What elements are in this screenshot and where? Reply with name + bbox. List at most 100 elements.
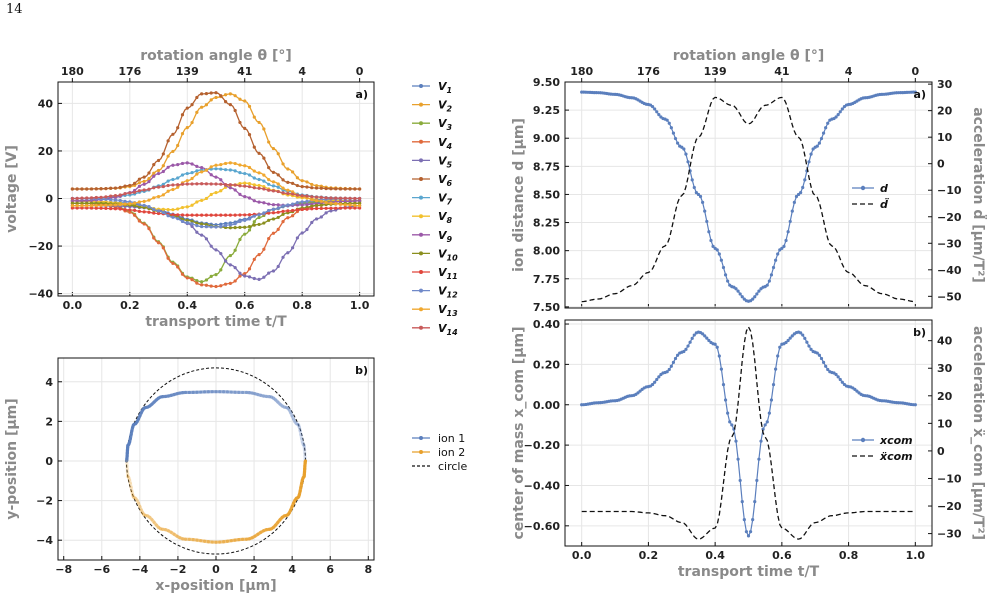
point-V6 [334, 187, 338, 191]
point-V14 [324, 196, 328, 200]
point-V6 [252, 145, 256, 149]
segment-ion-1 [297, 423, 301, 429]
point-V5 [262, 275, 266, 279]
point-x_com [803, 336, 807, 340]
point-V10 [252, 223, 256, 227]
segment-ion-1 [250, 391, 257, 396]
top-tick-label: 139 [176, 65, 199, 78]
point-d [650, 105, 655, 109]
point-V6 [176, 126, 180, 130]
point-V13 [161, 193, 165, 197]
point-V4 [142, 222, 146, 226]
point-V2 [152, 171, 156, 175]
point-V4 [233, 279, 237, 283]
point-d [840, 107, 844, 111]
point-V10 [85, 201, 89, 205]
segment-ion-2 [128, 481, 133, 489]
point-V13 [166, 189, 170, 193]
point-V13 [156, 195, 161, 199]
point-V14 [305, 194, 309, 198]
point-V6 [338, 187, 343, 191]
point-d [776, 252, 780, 256]
point-V10 [75, 201, 79, 205]
segment-ion-2 [150, 518, 156, 524]
point-V13 [94, 203, 98, 208]
point-V11 [176, 213, 180, 217]
point-V14 [200, 182, 204, 186]
top-tick-label: 176 [118, 65, 141, 78]
point-d [692, 185, 696, 190]
point-V2 [295, 176, 299, 180]
point-V11 [209, 213, 213, 217]
point-x_com [676, 353, 680, 357]
point-V13 [133, 201, 137, 205]
segment-ion-2 [154, 523, 161, 529]
segment-ion-1 [256, 392, 263, 397]
legend-marker-ion-2 [419, 450, 423, 454]
point-d [694, 191, 698, 195]
series-d̈ [581, 96, 916, 303]
point-x_com [669, 364, 673, 368]
point-V6 [223, 100, 228, 104]
segment-ion-1 [271, 396, 278, 402]
plot-frame [564, 319, 933, 547]
point-V13 [329, 201, 333, 205]
point-d [824, 126, 828, 130]
point-V9 [243, 195, 247, 199]
point-V6 [156, 158, 161, 163]
point-V2 [310, 182, 314, 187]
point-V2 [243, 99, 247, 103]
point-V6 [99, 187, 103, 191]
point-V11 [243, 213, 247, 217]
point-V12 [262, 211, 266, 215]
point-V6 [257, 151, 261, 155]
point-d [826, 121, 830, 125]
point-V11 [180, 213, 185, 217]
point-V11 [156, 211, 161, 216]
point-V10 [247, 224, 252, 229]
point-V12 [142, 203, 146, 208]
point-V13 [281, 186, 285, 190]
point-V11 [104, 206, 108, 210]
point-x_com [701, 332, 705, 336]
point-V14 [137, 189, 141, 193]
point-V13 [334, 202, 338, 206]
segment-ion-2 [127, 478, 132, 485]
point-V12 [291, 202, 295, 206]
x-tick-label: −4 [131, 563, 148, 576]
point-V8 [247, 182, 252, 186]
point-V5 [314, 217, 319, 221]
point-V9 [185, 161, 189, 165]
point-V2 [180, 131, 185, 136]
point-V14 [133, 190, 137, 194]
y-right-tick-label: 20 [937, 390, 953, 403]
point-V3 [228, 253, 232, 258]
point-V12 [147, 205, 151, 209]
point-V6 [166, 139, 170, 143]
point-V13 [233, 161, 237, 166]
segment-ion-1 [293, 420, 299, 426]
point-V6 [295, 183, 299, 188]
point-d [757, 289, 761, 293]
point-x_com [726, 411, 730, 415]
segment-ion-1 [278, 402, 284, 408]
point-V14 [70, 196, 74, 201]
y-right-tick-label: −20 [937, 500, 962, 513]
point-V5 [214, 248, 218, 252]
point-V2 [291, 170, 295, 174]
legend-marker-0 [860, 185, 866, 191]
y-right-tick-label: −10 [937, 472, 962, 485]
point-V13 [228, 161, 232, 165]
point-V13 [219, 163, 223, 167]
series-x_com [581, 331, 916, 538]
point-d [653, 107, 657, 111]
point-x_com [826, 367, 830, 372]
segment-ion-2 [142, 513, 148, 518]
legend-marker-V13 [419, 307, 423, 312]
point-V12 [118, 198, 122, 203]
point-d [676, 141, 680, 145]
x-tick-label: 0.4 [178, 299, 198, 312]
y-right-tick-label: −30 [937, 237, 962, 250]
point-V4 [204, 283, 209, 287]
legend-marker-V11 [419, 270, 423, 274]
